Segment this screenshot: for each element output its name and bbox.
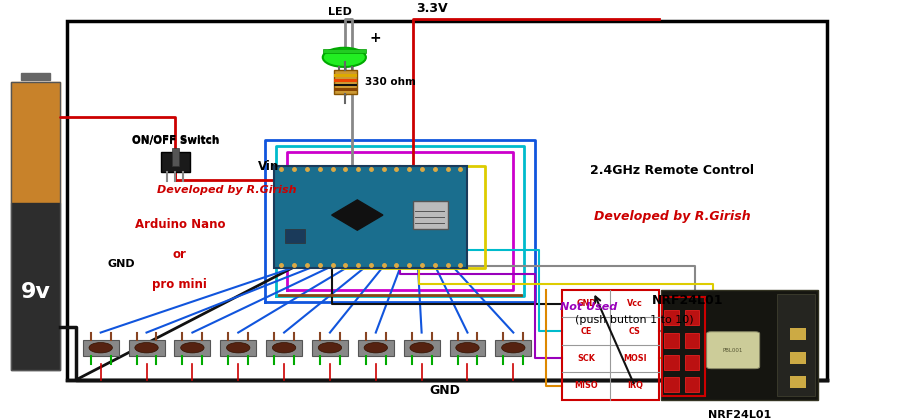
Text: Arduino Nano

or

pro mini: Arduino Nano or pro mini xyxy=(135,218,225,291)
Bar xyxy=(129,340,165,356)
Bar xyxy=(83,340,119,356)
Bar xyxy=(685,333,699,348)
Circle shape xyxy=(227,342,250,353)
Circle shape xyxy=(181,342,204,353)
Text: Not Used: Not Used xyxy=(560,302,618,312)
Circle shape xyxy=(135,342,158,353)
Bar xyxy=(334,79,357,82)
Text: ON/OFF Switch: ON/OFF Switch xyxy=(131,136,219,146)
Bar xyxy=(661,290,818,400)
Text: NRF24L01: NRF24L01 xyxy=(652,294,724,307)
Text: CS: CS xyxy=(628,326,641,336)
Bar xyxy=(11,82,60,203)
Text: 9v: 9v xyxy=(21,282,50,302)
Circle shape xyxy=(456,342,479,353)
Bar xyxy=(662,297,705,396)
Text: PBL001: PBL001 xyxy=(723,348,743,353)
Text: CE: CE xyxy=(581,326,592,336)
Bar xyxy=(312,340,348,356)
Bar xyxy=(562,290,659,400)
Bar xyxy=(220,340,256,356)
Text: ON/OFF Switch: ON/OFF Switch xyxy=(131,135,219,145)
Text: 3.3V: 3.3V xyxy=(415,3,448,15)
Text: +: + xyxy=(369,31,381,45)
Bar xyxy=(334,74,357,77)
Bar xyxy=(334,70,357,94)
Bar xyxy=(789,376,806,387)
Bar xyxy=(285,229,305,242)
Bar xyxy=(358,340,394,356)
Text: LED: LED xyxy=(328,7,352,17)
Bar xyxy=(685,377,699,393)
Bar xyxy=(685,310,699,325)
Bar xyxy=(495,340,531,356)
Text: NRF24L01: NRF24L01 xyxy=(708,410,771,418)
Bar xyxy=(334,84,357,87)
Bar xyxy=(174,340,210,356)
Bar xyxy=(414,201,448,229)
Text: 2.4GHz Remote Control: 2.4GHz Remote Control xyxy=(591,164,754,177)
Text: SCK: SCK xyxy=(577,354,595,363)
Text: Vcc: Vcc xyxy=(627,299,643,308)
Text: Developed by R.Girish: Developed by R.Girish xyxy=(594,209,751,223)
Circle shape xyxy=(318,342,342,353)
Circle shape xyxy=(89,342,112,353)
Text: MOSI: MOSI xyxy=(623,354,646,363)
Circle shape xyxy=(272,342,296,353)
Bar xyxy=(664,377,679,393)
Circle shape xyxy=(410,342,433,353)
Text: MISO: MISO xyxy=(574,381,598,390)
Bar xyxy=(11,82,60,370)
Bar xyxy=(274,166,467,268)
Circle shape xyxy=(323,48,366,67)
Bar xyxy=(323,48,366,53)
Bar xyxy=(172,148,179,166)
Text: IRQ: IRQ xyxy=(627,381,643,390)
Bar xyxy=(664,310,679,325)
Bar xyxy=(11,203,60,370)
Bar xyxy=(67,20,827,380)
Polygon shape xyxy=(332,200,383,230)
Text: GND: GND xyxy=(430,384,460,397)
Text: Vin: Vin xyxy=(258,160,280,173)
Text: 330 ohm: 330 ohm xyxy=(365,77,416,87)
Bar xyxy=(789,328,806,340)
Bar xyxy=(664,333,679,348)
Bar xyxy=(450,340,485,356)
Text: GND: GND xyxy=(108,259,136,269)
Bar xyxy=(789,352,806,364)
Bar xyxy=(21,73,50,81)
Bar xyxy=(161,152,190,172)
Circle shape xyxy=(502,342,525,353)
Bar xyxy=(777,294,815,395)
Text: Developed by R.Girish: Developed by R.Girish xyxy=(157,185,297,195)
Bar xyxy=(266,340,302,356)
Bar xyxy=(334,89,357,91)
Text: (push button 1 to 10): (push button 1 to 10) xyxy=(575,315,694,325)
Bar xyxy=(685,355,699,370)
Text: GND: GND xyxy=(576,299,596,308)
Bar xyxy=(664,355,679,370)
Circle shape xyxy=(364,342,387,353)
FancyBboxPatch shape xyxy=(707,332,760,369)
Bar xyxy=(404,340,440,356)
